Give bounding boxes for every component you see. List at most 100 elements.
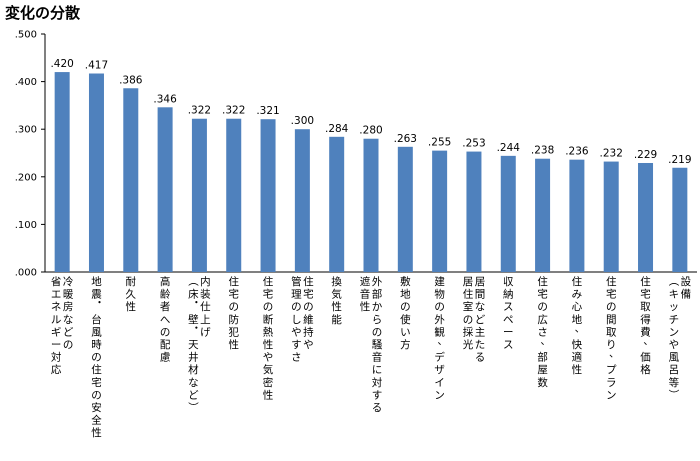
- category-label-char: ラ: [606, 377, 617, 389]
- category-label-char: 住: [463, 288, 474, 301]
- category-label-char: 騒: [372, 339, 383, 351]
- category-label-char: 備: [681, 288, 692, 301]
- data-label: .244: [497, 142, 521, 154]
- bar: [191, 118, 207, 272]
- category-label-char: 断: [263, 313, 274, 326]
- category-label-char: 主: [475, 326, 486, 338]
- category-label-char: 持: [303, 325, 314, 338]
- category-label-char: ザ: [434, 364, 445, 376]
- category-label-char: 装: [200, 288, 211, 301]
- category-label-char: ッ: [669, 301, 680, 313]
- category-label-char: 音: [372, 351, 383, 364]
- category-label-char: の: [291, 301, 302, 313]
- category-label-char: し: [291, 314, 302, 326]
- chart-title: 変化の分散: [5, 4, 81, 22]
- category-label-char: 光: [463, 338, 474, 351]
- category-label-char: 安: [91, 401, 102, 414]
- category-label-char: さ: [537, 326, 548, 338]
- category-label-char: チ: [669, 314, 680, 326]
- category-label-char: 格: [640, 363, 651, 376]
- category-label-char: り: [606, 339, 617, 351]
- bar: [500, 155, 516, 272]
- category-label-char: 地: [572, 313, 583, 326]
- category-label-char: ど: [188, 389, 199, 401]
- category-label-char: み: [572, 289, 583, 301]
- category-label-char: 時: [91, 339, 102, 351]
- category-label-char: 宅: [640, 288, 651, 301]
- data-label: .255: [428, 137, 451, 149]
- category-label-char: 高: [160, 275, 171, 288]
- category-label-char: の: [228, 301, 239, 313]
- category-label-char: 性: [572, 363, 583, 376]
- y-tick-label: .200: [15, 172, 37, 183]
- category-label-char: 熱: [263, 325, 274, 338]
- category-label-char: の: [606, 301, 617, 313]
- category-label-char: イ: [434, 377, 445, 389]
- category-label-char: 宅: [91, 376, 102, 389]
- category-label-char: 内: [200, 275, 211, 288]
- category-label-char: 対: [51, 351, 62, 364]
- category-label-char: 理: [291, 289, 302, 301]
- bar: [157, 107, 173, 272]
- category-label-char: 部: [372, 288, 383, 301]
- category-label-char: 性: [228, 338, 239, 351]
- category-label-char: 防: [228, 313, 239, 326]
- category-label-char: 得: [640, 314, 651, 326]
- category-label-char: 観: [434, 325, 445, 338]
- category-label-char: の: [263, 301, 274, 313]
- category-label-char: る: [475, 352, 486, 364]
- category-label-char: な: [63, 314, 74, 326]
- category-label-char: 性: [126, 300, 137, 313]
- bar: [672, 167, 688, 272]
- category-label-char: 設: [681, 275, 692, 288]
- category-label-char: の: [303, 301, 314, 313]
- category-label-char: 犯: [228, 326, 239, 338]
- category-label-char: 住: [263, 275, 274, 288]
- category-label-char: （: [186, 276, 198, 287]
- category-label-char: 室: [463, 300, 474, 313]
- category-label-char: 方: [400, 338, 411, 351]
- category-label-char: 管: [291, 275, 302, 288]
- category-label-char: の: [434, 301, 445, 313]
- category-label-char: 性: [91, 426, 102, 439]
- data-label: .236: [565, 146, 589, 158]
- y-tick-label: .500: [15, 30, 37, 41]
- category-label-char: 、: [609, 348, 620, 360]
- category-label-char: 、: [540, 335, 551, 347]
- category-label-char: た: [475, 339, 486, 351]
- category-label-char: 応: [51, 363, 62, 376]
- category-label-char: 呂: [669, 364, 680, 376]
- category-label-char: の: [537, 301, 548, 313]
- data-label: .219: [668, 154, 691, 166]
- category-label-char: へ: [160, 314, 171, 326]
- category-label-char: ン: [606, 389, 617, 401]
- category-label-char: ー: [51, 339, 62, 351]
- category-label-char: 性: [263, 388, 274, 401]
- category-label-char: ル: [51, 314, 62, 326]
- axes: .000 .100 .200 .300 .400 .500: [15, 30, 697, 279]
- category-label-char: 宅: [537, 288, 548, 301]
- bar: [88, 73, 104, 273]
- category-label-char: ペ: [503, 314, 514, 326]
- category-label-char: や: [669, 339, 680, 351]
- category-label-char: 冷: [63, 275, 74, 288]
- category-label-char: の: [91, 352, 102, 364]
- data-label: .284: [325, 123, 349, 135]
- category-label-char: る: [372, 402, 383, 414]
- category-label-char: 床: [188, 288, 199, 301]
- category-label-char: ー: [503, 326, 514, 338]
- category-label-char: キ: [669, 289, 680, 301]
- category-label-char: 住: [572, 275, 583, 288]
- y-tick-label: .300: [15, 125, 37, 136]
- category-label-char: や: [291, 326, 302, 338]
- category-label-char: 地: [400, 288, 411, 301]
- category-label-char: 台: [91, 313, 102, 326]
- category-label-char: 性: [331, 300, 342, 313]
- category-label-char: ス: [503, 301, 514, 313]
- category-label-char: 風: [669, 352, 680, 364]
- category-label-char: 快: [572, 339, 583, 351]
- category-label-char: す: [372, 389, 383, 401]
- category-label-char: ・: [94, 297, 105, 309]
- category-label-char: 採: [463, 325, 474, 338]
